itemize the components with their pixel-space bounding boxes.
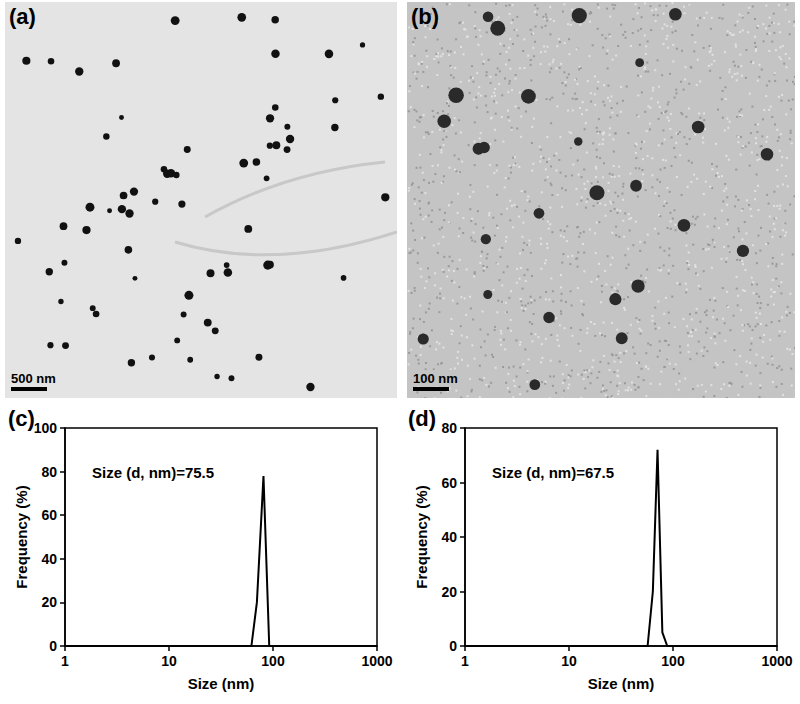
svg-text:100 nm: 100 nm xyxy=(413,371,458,386)
svg-text:10: 10 xyxy=(161,653,177,669)
svg-text:60: 60 xyxy=(441,475,457,491)
svg-text:(b): (b) xyxy=(411,4,439,29)
svg-text:1000: 1000 xyxy=(361,653,392,669)
svg-text:Size (nm): Size (nm) xyxy=(188,675,255,692)
svg-text:Frequency (%): Frequency (%) xyxy=(13,485,30,588)
svg-text:60: 60 xyxy=(41,507,57,523)
svg-text:20: 20 xyxy=(441,584,457,600)
svg-text:Size (nm): Size (nm) xyxy=(588,675,655,692)
svg-text:Size (d, nm)=67.5: Size (d, nm)=67.5 xyxy=(492,464,614,481)
svg-text:10: 10 xyxy=(561,653,577,669)
svg-text:80: 80 xyxy=(41,464,57,480)
svg-text:Size (d, nm)=75.5: Size (d, nm)=75.5 xyxy=(92,464,214,481)
svg-text:100: 100 xyxy=(261,653,285,669)
svg-text:(d): (d) xyxy=(408,406,436,431)
svg-text:1000: 1000 xyxy=(761,653,792,669)
svg-text:40: 40 xyxy=(41,551,57,567)
svg-text:100: 100 xyxy=(661,653,685,669)
svg-text:100: 100 xyxy=(34,420,58,436)
svg-text:80: 80 xyxy=(441,420,457,436)
svg-text:0: 0 xyxy=(49,638,57,654)
svg-text:40: 40 xyxy=(441,529,457,545)
svg-text:1: 1 xyxy=(61,653,69,669)
svg-text:1: 1 xyxy=(461,653,469,669)
svg-text:(a): (a) xyxy=(9,4,36,29)
svg-text:0: 0 xyxy=(449,638,457,654)
svg-text:500 nm: 500 nm xyxy=(11,371,56,386)
svg-text:20: 20 xyxy=(41,594,57,610)
svg-text:(c): (c) xyxy=(8,406,35,431)
svg-text:Frequency (%): Frequency (%) xyxy=(413,485,430,588)
